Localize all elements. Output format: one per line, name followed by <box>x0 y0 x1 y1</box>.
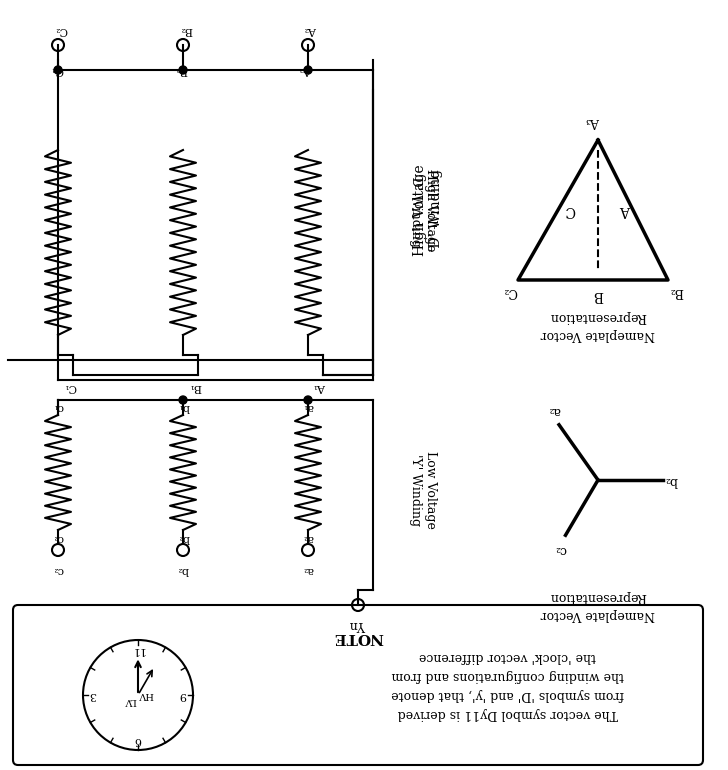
Text: c₂: c₂ <box>53 533 63 543</box>
Circle shape <box>304 396 312 404</box>
Text: A₂: A₂ <box>305 25 317 35</box>
Text: A₁: A₁ <box>314 382 326 392</box>
Text: b₁: b₁ <box>178 402 189 412</box>
Text: C₂: C₂ <box>503 285 518 298</box>
Text: b₂: b₂ <box>177 565 189 575</box>
Text: 6: 6 <box>135 735 141 745</box>
Text: Yn: Yn <box>350 618 366 631</box>
Text: 3: 3 <box>90 690 97 700</box>
Text: 11: 11 <box>131 645 145 655</box>
Text: C₂: C₂ <box>55 25 68 35</box>
Text: A₃: A₃ <box>586 115 600 128</box>
Text: c₂: c₂ <box>555 544 566 556</box>
Text: The vector symbol Dy11 is derived
from symbols 'D' and 'y', that denote
the wind: The vector symbol Dy11 is derived from s… <box>392 650 625 720</box>
Text: A: A <box>621 203 631 217</box>
Text: a₂: a₂ <box>303 565 314 575</box>
Circle shape <box>179 66 187 74</box>
Text: B: B <box>593 288 603 302</box>
FancyBboxPatch shape <box>13 605 703 765</box>
Text: LV: LV <box>124 695 136 705</box>
Text: B₂: B₂ <box>669 285 683 298</box>
Text: C₁: C₁ <box>63 382 76 392</box>
Text: B₂: B₂ <box>180 25 192 35</box>
Text: B₁: B₁ <box>189 382 201 392</box>
Circle shape <box>54 66 62 74</box>
Text: c₁: c₁ <box>53 402 63 412</box>
Text: C₂: C₂ <box>50 65 63 75</box>
Text: b₂: b₂ <box>178 533 189 543</box>
Text: Nameplate Vector
Representation: Nameplate Vector Representation <box>541 590 655 621</box>
Text: High Voltage
‘D’ Winding: High Voltage ‘D’ Winding <box>413 164 443 256</box>
Text: Nameplate Vector
Representation: Nameplate Vector Representation <box>541 310 655 341</box>
Text: a₁: a₁ <box>303 402 314 412</box>
Text: b₂: b₂ <box>665 474 678 487</box>
Text: High Voltage
'D' Winding: High Voltage 'D' Winding <box>409 169 437 251</box>
Circle shape <box>304 66 312 74</box>
Text: B₂: B₂ <box>175 65 188 75</box>
Text: A₂: A₂ <box>300 65 312 75</box>
Text: 9: 9 <box>179 690 186 700</box>
Text: C: C <box>565 203 575 217</box>
Text: HV: HV <box>138 691 154 699</box>
Text: a₂: a₂ <box>547 403 561 417</box>
Text: NOTE: NOTE <box>333 630 383 644</box>
Circle shape <box>179 396 187 404</box>
Text: c₂: c₂ <box>52 565 63 575</box>
Text: Low Voltage
'Y' Winding: Low Voltage 'Y' Winding <box>409 451 437 529</box>
Text: a₂: a₂ <box>303 533 314 543</box>
